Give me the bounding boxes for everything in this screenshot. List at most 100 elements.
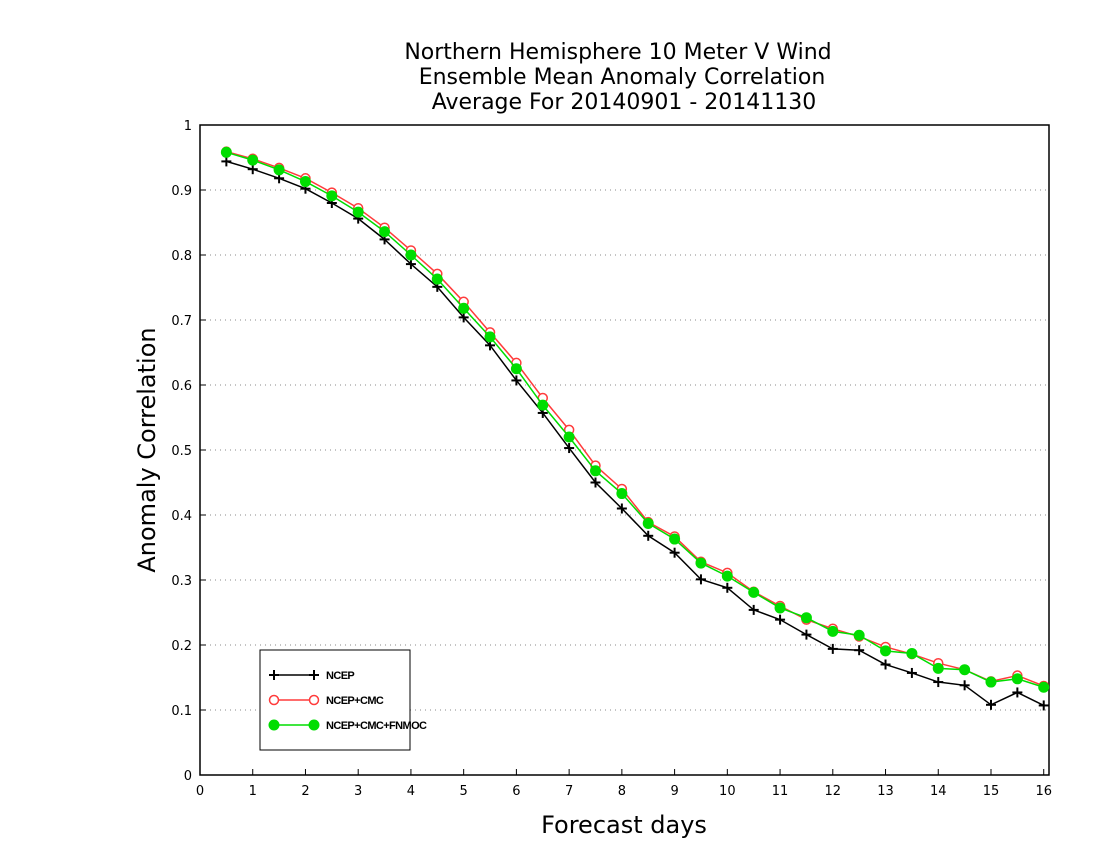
- data-point: [959, 680, 970, 691]
- axis-ticks: 0 1 2 3 4 5 6 7 8 9 10 11 12 13 14 15 1600.10.20.30.40.5…: [171, 119, 1052, 799]
- y-tick-label: 0.8: [171, 249, 192, 264]
- legend-marker: [269, 670, 279, 680]
- x-tick-label: 11: [772, 784, 789, 799]
- data-point: [853, 629, 865, 641]
- data-point: [247, 164, 258, 175]
- data-point: [564, 443, 575, 454]
- data-point: [511, 375, 522, 386]
- legend-label: NCEP: [326, 670, 354, 682]
- data-point: [933, 677, 944, 688]
- data-point: [326, 190, 338, 202]
- data-point: [722, 582, 733, 593]
- series-line: [226, 151, 1044, 688]
- x-tick-label: 15: [983, 784, 1000, 799]
- data-point: [458, 302, 470, 314]
- data-point: [959, 664, 971, 676]
- data-point: [721, 570, 733, 582]
- data-point: [616, 488, 628, 500]
- x-tick-label: 7: [565, 784, 573, 799]
- data-point: [695, 574, 706, 585]
- x-tick-label: 6: [512, 784, 520, 799]
- data-point: [906, 667, 917, 678]
- data-point: [220, 146, 232, 158]
- data-point: [1038, 681, 1050, 693]
- data-point: [775, 614, 786, 625]
- x-tick-label: 4: [407, 784, 415, 799]
- data-point: [1012, 687, 1023, 698]
- series-line: [226, 150, 1045, 687]
- data-point: [695, 557, 707, 569]
- data-point: [774, 602, 786, 614]
- chart-title: Northern Hemisphere 10 Meter V Wind Ense…: [404, 40, 831, 115]
- data-point: [801, 629, 812, 640]
- data-point: [537, 399, 549, 411]
- y-tick-label: 0.2: [171, 639, 192, 654]
- legend-entry: NCEP+CMC+FNMOC: [268, 719, 428, 732]
- data-point: [748, 604, 759, 615]
- legend-marker: [308, 719, 320, 731]
- legend-marker: [309, 670, 319, 680]
- data-point: [510, 363, 522, 375]
- x-tick-label: 2: [301, 784, 309, 799]
- data-point: [643, 530, 654, 541]
- chart-title-line-2: Ensemble Mean Anomaly Correlation: [419, 65, 826, 90]
- y-tick-label: 0.7: [171, 314, 192, 329]
- y-tick-label: 0.1: [171, 704, 192, 719]
- series-ncep-cmc: [221, 146, 1049, 692]
- data-point: [827, 643, 838, 654]
- data-point: [1038, 700, 1049, 711]
- data-point: [827, 625, 839, 637]
- x-axis-label: Forecast days: [541, 811, 707, 839]
- data-point: [431, 273, 443, 285]
- data-point: [273, 164, 285, 176]
- data-point: [458, 312, 469, 323]
- data-point: [405, 259, 416, 270]
- y-axis-label: Anomaly Correlation: [133, 327, 161, 572]
- data-point: [669, 533, 681, 545]
- x-tick-label: 0: [196, 784, 204, 799]
- x-tick-label: 9: [670, 784, 678, 799]
- plot-frame: [199, 124, 1050, 776]
- data-point: [405, 249, 417, 261]
- data-point: [247, 154, 259, 166]
- data-point: [985, 676, 997, 688]
- data-point: [1011, 673, 1023, 685]
- x-tick-label: 8: [618, 784, 626, 799]
- data-point: [589, 465, 601, 477]
- legend-label: NCEP+CMC+FNMOC: [326, 720, 427, 732]
- data-point: [616, 503, 627, 514]
- data-point: [880, 659, 891, 670]
- y-tick-label: 0.5: [171, 444, 192, 459]
- x-tick-label: 14: [930, 784, 947, 799]
- data-point: [669, 547, 680, 558]
- x-tick-label: 12: [825, 784, 842, 799]
- grid: [200, 189, 1049, 711]
- data-point: [932, 662, 944, 674]
- legend-entry: NCEP+CMC: [268, 694, 384, 707]
- data-point: [985, 699, 996, 710]
- data-point: [352, 206, 364, 218]
- x-tick-label: 3: [354, 784, 362, 799]
- legend-marker: [268, 719, 280, 731]
- y-tick-label: 0.3: [171, 574, 192, 589]
- data-point: [379, 226, 391, 238]
- series-ncep-cmc-fnmoc: [220, 146, 1050, 693]
- legend-marker: [268, 694, 280, 706]
- data-point: [906, 647, 918, 659]
- data-point: [642, 517, 654, 529]
- series-line: [226, 160, 1045, 707]
- chart-title-line-1: Northern Hemisphere 10 Meter V Wind: [404, 40, 831, 65]
- x-tick-label: 5: [460, 784, 468, 799]
- x-tick-label: 1: [249, 784, 257, 799]
- x-tick-label: 10: [719, 784, 736, 799]
- data-point: [221, 156, 232, 167]
- data-point: [800, 612, 812, 624]
- data-point: [563, 431, 575, 443]
- series-lines: [220, 146, 1050, 711]
- data-point: [748, 586, 760, 598]
- y-tick-label: 1: [184, 119, 192, 134]
- legend-entry: NCEP: [269, 670, 355, 682]
- legend-label: NCEP+CMC: [326, 695, 384, 707]
- data-point: [299, 176, 311, 188]
- x-tick-label: 13: [877, 784, 894, 799]
